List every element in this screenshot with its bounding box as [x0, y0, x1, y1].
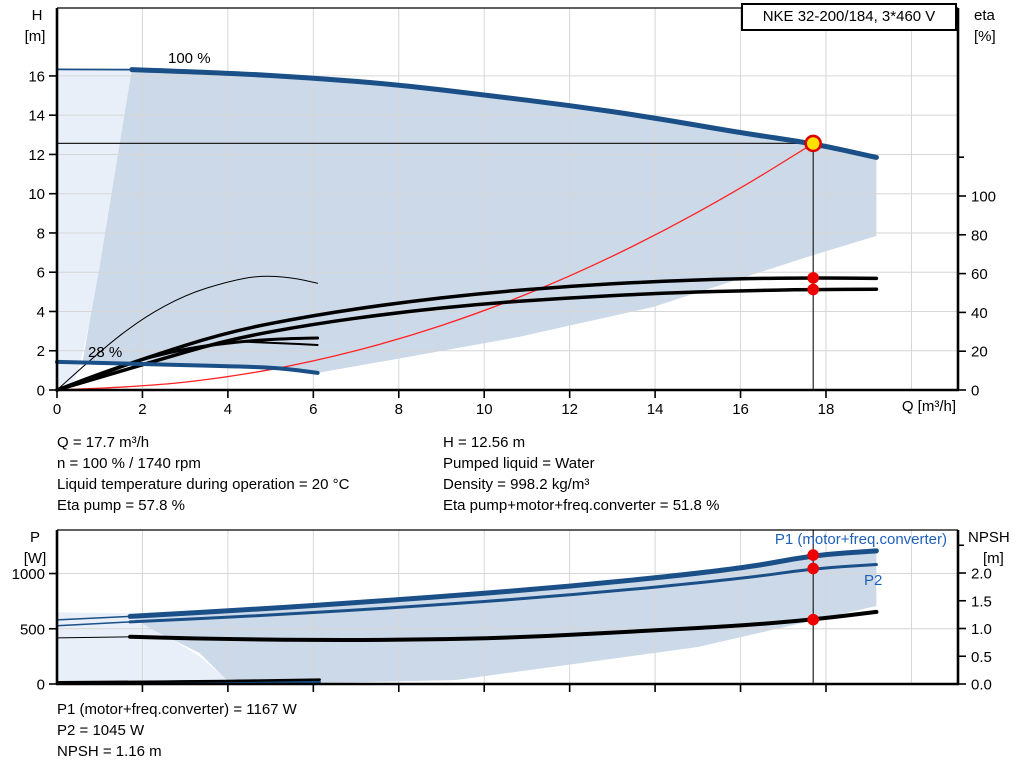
qh-eta-chart-right-tick-label: 60 [971, 266, 988, 283]
qh-eta-chart-left-tick-label: 10 [28, 186, 45, 203]
info-line-liquid-temp: Liquid temperature during operation = 20… [57, 476, 350, 493]
qh-eta-chart-x-tick-label: 12 [561, 401, 578, 418]
speed-100pct-label: 100 % [168, 50, 211, 67]
info-line-h: H = 12.56 m [443, 434, 526, 451]
eta-pump-dot [807, 272, 819, 284]
p1-curve-label: P1 (motor+freq.converter) [775, 531, 947, 548]
power-npsh-chart-right-tick-label: 0.0 [971, 677, 992, 694]
p2-dot [807, 562, 819, 575]
info-line-pumped-liquid: Pumped liquid = Water [443, 455, 595, 472]
qh-eta-chart-right-tick-label: 100 [971, 188, 996, 205]
qh-eta-chart-left-tick-label: 0 [37, 383, 45, 400]
info-line-speed: n = 100 % / 1740 rpm [57, 455, 201, 472]
npsh-curve [128, 609, 879, 642]
qh-eta-chart-left-tick-label: 6 [37, 265, 45, 282]
power-npsh-chart-right-tick-label: 1.5 [971, 593, 992, 610]
qh-eta-chart-right-tick-label: 80 [971, 227, 988, 244]
pump-type-label: NKE 32-200/184, 3*460 V [762, 8, 936, 25]
h-axis-title-line2: [m] [25, 28, 46, 45]
qh-eta-chart-left-tick-label: 12 [28, 147, 45, 164]
power-envelope-low-flow [57, 612, 230, 683]
duty-info-left-block: Q = 17.7 m³/h n = 100 % / 1740 rpm Liqui… [57, 432, 349, 516]
h-axis-title-line1: H [32, 7, 43, 24]
power-info-block: P1 (motor+freq.converter) = 1167 W P2 = … [57, 699, 297, 762]
npsh-curve-thin [56, 636, 131, 639]
speed-28pct-label: 28 % [88, 344, 122, 361]
qh-eta-chart-right-tick-label: 20 [971, 344, 988, 361]
power-npsh-chart-left-tick-label: 500 [20, 621, 45, 638]
qh-eta-chart-left-tick-label: 2 [37, 343, 45, 360]
q-axis-title: Q [m³/h] [902, 398, 956, 415]
qh-eta-chart-x-tick-label: 0 [53, 401, 61, 418]
info-line-density: Density = 998.2 kg/m³ [443, 476, 590, 493]
qh-eta-chart-left-tick-label: 14 [28, 108, 45, 125]
power-npsh-chart-left-tick-label: 0 [37, 677, 45, 694]
qh-eta-chart-left-tick-label: 4 [37, 304, 45, 321]
eta-pump-curve [55, 276, 879, 392]
eta-28pct-curve-b [239, 340, 319, 346]
info-line-q: Q = 17.7 m³/h [57, 434, 150, 451]
power-npsh-chart-right-tick-label: 0.5 [971, 649, 992, 666]
qh-eta-chart-x-tick-label: 6 [309, 401, 317, 418]
duty-envelope-main [82, 69, 877, 373]
info-line-p2: P2 = 1045 W [57, 722, 145, 739]
p1-curve [127, 548, 879, 619]
npsh-axis-title-line1: NPSH [968, 529, 1010, 546]
eta-total-curve [55, 287, 879, 392]
eta-axis-title-line2: [%] [974, 28, 996, 45]
p2-curve [128, 563, 878, 624]
qh-eta-chart-x-tick-label: 18 [818, 401, 835, 418]
p2-curve-label: P2 [864, 572, 882, 589]
qh-eta-chart-right-tick-label: 0 [971, 383, 979, 400]
duty-envelope-low-flow [57, 69, 132, 389]
p1-curve-thin [56, 615, 131, 621]
p-axis-title-line1: P [30, 529, 40, 546]
power-npsh-chart: 0 500 1000 0.0 0.5 1.0 1.5 2.0 P [W] NPSH [m] P1 (mo… [12, 529, 1010, 694]
qh-eta-chart-x-tick-label: 2 [138, 401, 146, 418]
p2-curve-thin [56, 621, 131, 627]
qh-eta-chart-x-tick-label: 4 [224, 401, 232, 418]
qh-eta-chart-right-tick-label: 40 [971, 305, 988, 322]
pump-type-box: NKE 32-200/184, 3*460 V [741, 3, 957, 31]
info-line-eta-total: Eta pump+motor+freq.converter = 51.8 % [443, 497, 720, 514]
qh-eta-chart: 0 2 4 6 8 10 12 14 16 0 20 40 60 80 100 0 2 4 6 8 10 12 14 16 18… [25, 7, 996, 418]
qh-eta-chart-left-tick-label: 8 [37, 225, 45, 242]
eta-axis-title-line1: eta [974, 7, 996, 24]
qh-eta-chart-x-tick-label: 14 [647, 401, 664, 418]
pump-curve-28pct [55, 359, 320, 375]
info-line-eta-pump: Eta pump = 57.8 % [57, 497, 185, 514]
eta-28pct-curve-thin [56, 275, 319, 391]
power-npsh-chart-left-tick-label: 1000 [12, 566, 45, 583]
info-line-p1: P1 (motor+freq.converter) = 1167 W [57, 701, 297, 718]
qh-eta-chart-x-tick-label: 8 [395, 401, 403, 418]
system-curve [56, 142, 814, 391]
npsh-dot [807, 613, 819, 626]
npsh-axis-title-line2: [m] [983, 550, 1004, 567]
duty-info-right-block: H = 12.56 m Pumped liquid = Water Densit… [443, 432, 719, 516]
info-line-npsh: NPSH = 1.16 m [57, 743, 162, 760]
eta-total-dot [807, 283, 819, 296]
qh-eta-chart-x-tick-label: 10 [476, 401, 493, 418]
pump-curve-100pct [129, 67, 879, 160]
power-npsh-chart-right-tick-label: 2.0 [971, 566, 992, 583]
power-npsh-chart-right-tick-label: 1.0 [971, 621, 992, 638]
qh-eta-chart-x-tick-label: 16 [732, 401, 749, 418]
p2-28pct-curve [55, 678, 321, 684]
p1-dot [807, 549, 819, 561]
p-axis-title-line2: [W] [24, 550, 47, 567]
duty-point-marker[interactable] [804, 134, 822, 153]
qh-eta-chart-left-tick-label: 16 [28, 68, 45, 85]
